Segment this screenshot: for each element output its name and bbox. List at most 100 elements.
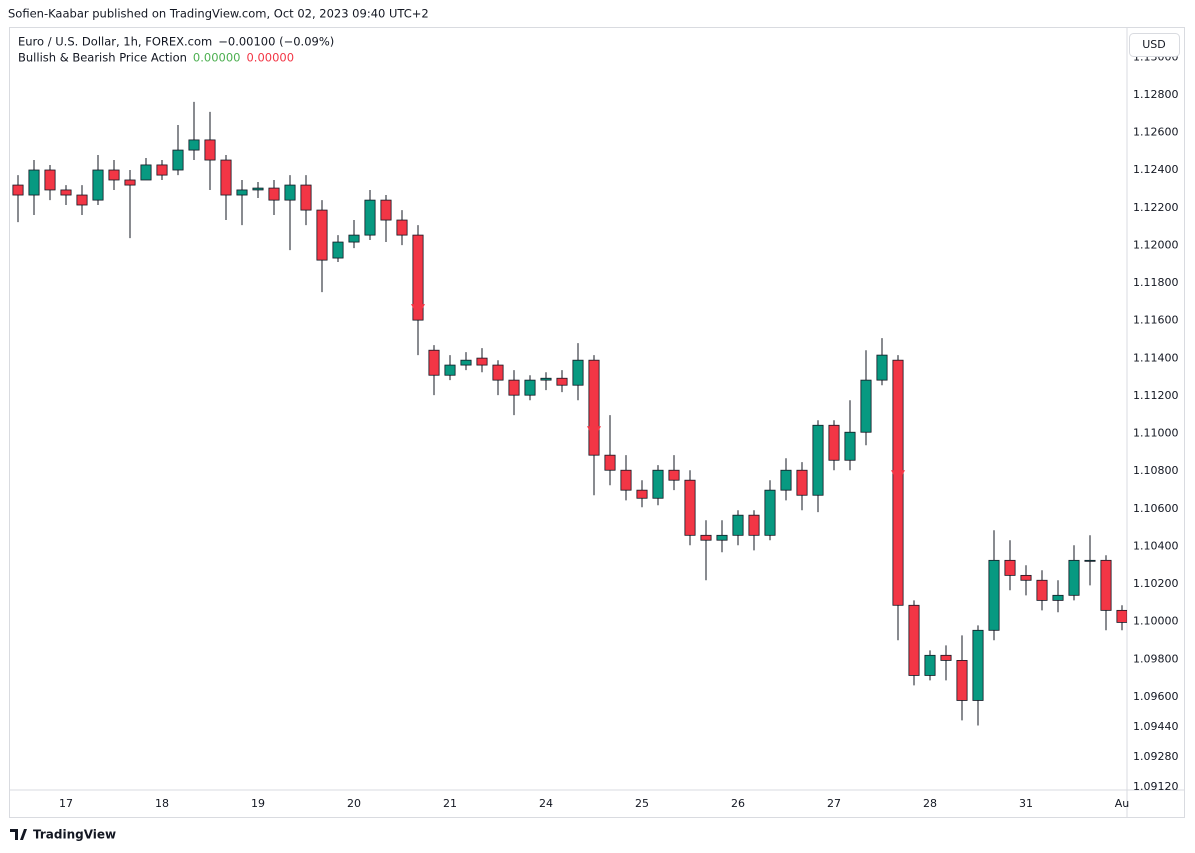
y-tick-label: 1.09800 bbox=[1133, 652, 1179, 665]
candle-body bbox=[92, 169, 104, 201]
y-tick-label: 1.10600 bbox=[1133, 502, 1179, 515]
candle-body bbox=[748, 514, 760, 536]
candle-body bbox=[300, 184, 312, 211]
candle-body bbox=[236, 189, 248, 196]
x-tick-label: 20 bbox=[347, 797, 361, 810]
candle-body bbox=[764, 489, 776, 536]
y-tick-label: 1.10400 bbox=[1133, 539, 1179, 552]
candle-body bbox=[108, 169, 120, 181]
y-tick-label: 1.12400 bbox=[1133, 163, 1179, 176]
brand-logo: TradingView bbox=[10, 828, 116, 842]
candle-body bbox=[396, 219, 408, 236]
symbol-legend: Euro / U.S. Dollar, 1h, FOREX.com bbox=[18, 35, 212, 49]
candle-body bbox=[716, 534, 728, 541]
candle-body bbox=[652, 469, 664, 499]
candle-body bbox=[828, 424, 840, 461]
candle-body bbox=[1020, 574, 1032, 581]
candle-body bbox=[364, 199, 376, 236]
candle-body bbox=[188, 139, 200, 151]
candle-body bbox=[12, 184, 24, 196]
candle-body bbox=[860, 379, 872, 433]
price-change: −0.00100 (−0.09%) bbox=[218, 35, 334, 49]
y-tick-label: 1.11000 bbox=[1133, 427, 1179, 440]
candle-body bbox=[732, 514, 744, 536]
candle-body bbox=[428, 349, 440, 376]
x-tick-label: 28 bbox=[923, 797, 937, 810]
candle-body bbox=[380, 199, 392, 221]
candle-body bbox=[556, 377, 568, 386]
time-axis: 17 18 19 20 21 24 25 26 27 28 31 Au bbox=[59, 797, 1129, 810]
candle-body bbox=[444, 364, 456, 376]
bearish-signal bbox=[411, 304, 425, 318]
x-tick-label: 27 bbox=[827, 797, 841, 810]
candle-body bbox=[780, 469, 792, 491]
y-tick-label: 1.11400 bbox=[1133, 351, 1179, 364]
candle-body bbox=[332, 241, 344, 259]
candle-body bbox=[220, 159, 232, 196]
indicator-value: 0.00000 bbox=[193, 51, 241, 65]
y-tick-label: 1.11600 bbox=[1133, 314, 1179, 327]
candle-body bbox=[524, 379, 536, 396]
candle-body bbox=[1084, 559, 1096, 562]
candle-body bbox=[1100, 559, 1112, 611]
candle-body bbox=[540, 377, 552, 381]
y-tick-label: 1.11200 bbox=[1133, 389, 1179, 402]
candle-body bbox=[60, 189, 72, 196]
price-axis: 1.130001.128001.126001.124001.122001.120… bbox=[1133, 50, 1179, 793]
y-tick-label: 1.12600 bbox=[1133, 126, 1179, 139]
candle-body bbox=[588, 359, 600, 456]
candle-body bbox=[508, 379, 520, 396]
y-tick-label: 1.09600 bbox=[1133, 690, 1179, 703]
candle-body bbox=[908, 604, 920, 676]
candle-body bbox=[1052, 594, 1064, 601]
indicator-value: 0.00000 bbox=[246, 51, 294, 65]
candle-body bbox=[700, 534, 712, 541]
x-tick-label: Au bbox=[1115, 797, 1130, 810]
x-tick-label: 24 bbox=[539, 797, 553, 810]
candle-body bbox=[604, 454, 616, 471]
candles bbox=[12, 101, 1127, 726]
candle-body bbox=[1068, 559, 1080, 596]
logo-icon bbox=[10, 829, 27, 840]
candle-body bbox=[1036, 579, 1048, 601]
candle-body bbox=[140, 164, 152, 181]
candle-body bbox=[316, 209, 328, 261]
x-tick-label: 19 bbox=[251, 797, 265, 810]
candle-body bbox=[940, 654, 952, 661]
candle-body bbox=[284, 184, 296, 201]
candle-body bbox=[988, 559, 1000, 631]
candle-body bbox=[572, 359, 584, 386]
y-tick-label: 1.09120 bbox=[1133, 780, 1179, 793]
y-tick-label: 1.10000 bbox=[1133, 615, 1179, 628]
currency-button[interactable] bbox=[1129, 33, 1180, 57]
x-tick-label: 25 bbox=[635, 797, 649, 810]
y-tick-label: 1.10800 bbox=[1133, 464, 1179, 477]
candle-body bbox=[124, 179, 136, 186]
candle-body bbox=[44, 169, 56, 191]
y-tick-label: 1.09440 bbox=[1133, 720, 1179, 733]
candle-body bbox=[476, 357, 488, 366]
candle-body bbox=[204, 139, 216, 161]
candle-body bbox=[412, 234, 424, 321]
x-tick-label: 18 bbox=[155, 797, 169, 810]
y-tick-label: 1.09280 bbox=[1133, 750, 1179, 763]
candle-body bbox=[972, 629, 984, 701]
candle-body bbox=[844, 431, 856, 461]
candle-body bbox=[460, 359, 472, 366]
candle-body bbox=[956, 659, 968, 701]
currency-label[interactable]: USD bbox=[1142, 38, 1166, 51]
candle-body bbox=[684, 479, 696, 536]
indicator-name: Bullish & Bearish Price Action bbox=[18, 51, 187, 65]
candle-body bbox=[1004, 559, 1016, 576]
y-tick-label: 1.12200 bbox=[1133, 201, 1179, 214]
candle-body bbox=[1116, 609, 1127, 623]
candle-body bbox=[252, 187, 264, 191]
y-tick-label: 1.12000 bbox=[1133, 238, 1179, 251]
candle-body bbox=[492, 364, 504, 381]
candle-body bbox=[172, 149, 184, 171]
brand-name: TradingView bbox=[33, 828, 116, 842]
published-line: Sofien-Kaabar published on TradingView.c… bbox=[8, 7, 429, 21]
x-tick-label: 17 bbox=[59, 797, 73, 810]
candle-body bbox=[268, 187, 280, 201]
